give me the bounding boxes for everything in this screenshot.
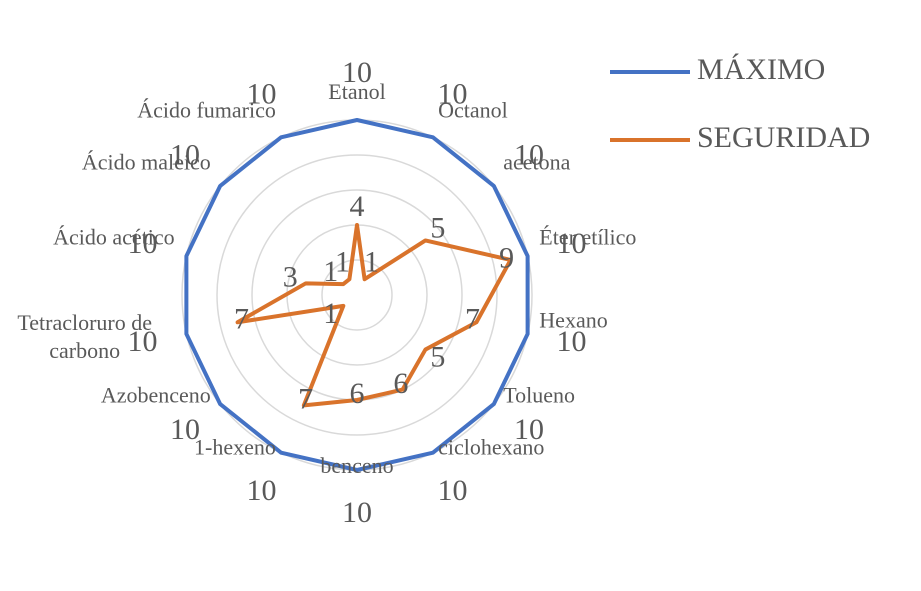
category-label: Ácido fumarico (137, 98, 276, 123)
category-label: 1-hexeno (194, 435, 276, 460)
grid-ring (321, 259, 393, 331)
category-label: Tetracloruro de carbono (17, 309, 153, 363)
data-label: 10 (342, 496, 372, 529)
data-label: 10 (514, 139, 544, 172)
category-label: Etanol (328, 79, 385, 104)
data-label: 10 (437, 474, 467, 507)
data-label: 10 (247, 78, 277, 111)
data-label: 10 (170, 139, 200, 172)
grid-ring (216, 154, 498, 436)
grid-ring (286, 224, 428, 366)
category-label: Ácido maleico (82, 149, 211, 174)
data-label: 1 (323, 297, 338, 330)
data-label: 7 (465, 302, 480, 335)
data-label: 7 (234, 302, 249, 335)
data-label: 10 (128, 325, 158, 358)
category-label: Tolueno (503, 383, 575, 408)
data-label: 10 (342, 56, 372, 89)
data-label: 6 (393, 367, 408, 400)
data-label: 9 (499, 242, 514, 275)
series-line (184, 118, 530, 472)
category-label: Ácido acético (53, 224, 175, 249)
data-label: 10 (556, 325, 586, 358)
data-label: 10 (514, 413, 544, 446)
data-label: 10 (556, 227, 586, 260)
category-label: benceno (320, 453, 393, 478)
data-label: 4 (350, 190, 365, 223)
category-label: Octanol (438, 98, 508, 123)
category-label: acetona (503, 149, 570, 174)
data-label: 3 (283, 261, 298, 294)
data-label: 10 (128, 227, 158, 260)
legend-label: MÁXIMO (697, 53, 825, 86)
data-label: 1 (323, 255, 338, 288)
data-label: 5 (430, 211, 445, 244)
data-label: 5 (430, 340, 445, 373)
data-label: 10 (170, 413, 200, 446)
data-label: 10 (247, 474, 277, 507)
category-label: Azobenceno (101, 383, 211, 408)
data-label: 6 (350, 377, 365, 410)
data-label: 10 (437, 78, 467, 111)
data-label: 7 (298, 383, 313, 416)
legend-label: SEGURIDAD (697, 121, 870, 154)
category-label: ciclohexano (438, 435, 544, 460)
series-line (235, 223, 513, 408)
category-label: Éter etílico (539, 224, 636, 249)
data-label: 1 (335, 246, 350, 279)
category-label: Hexano (539, 308, 607, 333)
data-label: 1 (364, 246, 379, 279)
